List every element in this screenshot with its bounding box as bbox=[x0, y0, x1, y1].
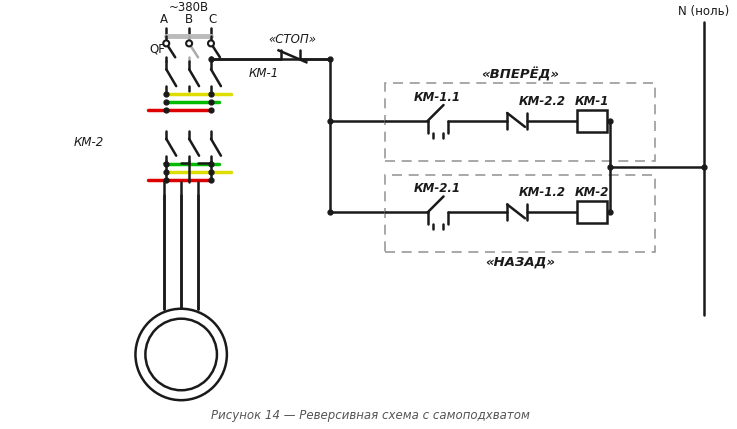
Circle shape bbox=[164, 40, 170, 46]
Circle shape bbox=[186, 40, 192, 46]
Text: «ВПЕРЁД»: «ВПЕРЁД» bbox=[481, 67, 559, 81]
Text: A: A bbox=[160, 13, 168, 26]
Text: КМ-2.1: КМ-2.1 bbox=[414, 182, 461, 195]
Bar bbox=[385, 83, 655, 161]
Circle shape bbox=[208, 40, 214, 46]
Circle shape bbox=[145, 319, 217, 390]
Text: «НАЗАД»: «НАЗАД» bbox=[485, 256, 555, 269]
Text: КМ-2: КМ-2 bbox=[74, 136, 104, 149]
Text: Рисунок 14 — Реверсивная схема с самоподхватом: Рисунок 14 — Реверсивная схема с самопод… bbox=[211, 408, 529, 422]
Text: N (ноль): N (ноль) bbox=[678, 5, 730, 18]
Text: КМ-1: КМ-1 bbox=[574, 94, 609, 108]
Text: КМ-1: КМ-1 bbox=[249, 67, 279, 80]
Text: ~380В: ~380В bbox=[169, 1, 209, 14]
Text: C: C bbox=[209, 13, 217, 26]
Text: КМ-1.2: КМ-1.2 bbox=[519, 186, 566, 199]
Bar bbox=[577, 201, 607, 223]
Text: КМ-1.1: КМ-1.1 bbox=[414, 91, 461, 103]
Bar bbox=[385, 175, 655, 252]
Text: КМ-2: КМ-2 bbox=[574, 186, 609, 199]
Bar bbox=[577, 110, 607, 132]
Text: «СТОП»: «СТОП» bbox=[268, 33, 316, 46]
Text: АД: АД bbox=[166, 345, 196, 363]
Text: QF: QF bbox=[150, 42, 165, 55]
Circle shape bbox=[136, 309, 227, 400]
Text: КМ-2.2: КМ-2.2 bbox=[519, 94, 566, 108]
Text: B: B bbox=[185, 13, 193, 26]
